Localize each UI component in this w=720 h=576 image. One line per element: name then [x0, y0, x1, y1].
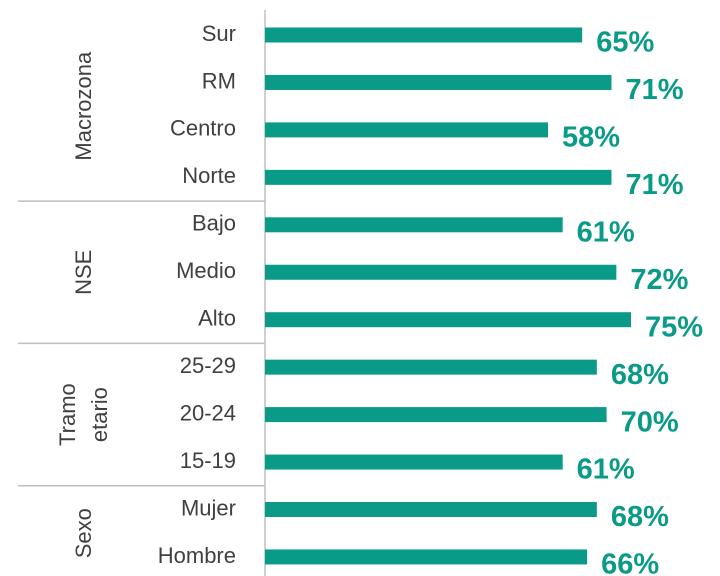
bar [265, 359, 597, 375]
bar [265, 502, 597, 517]
value-label: 65% [596, 27, 654, 59]
bar [265, 264, 617, 280]
group-label: Tramo [55, 383, 80, 446]
value-label: 66% [601, 549, 659, 576]
bar [265, 169, 612, 185]
bar [265, 549, 588, 565]
bar [265, 454, 563, 470]
value-label: 61% [577, 216, 635, 248]
value-label: 58% [562, 122, 620, 154]
bar [265, 122, 549, 138]
category-label: Bajo [192, 211, 236, 236]
group-label: Sexo [71, 508, 96, 558]
value-label: 61% [577, 454, 635, 486]
group-label: etario [87, 387, 112, 442]
value-label: 72% [630, 264, 688, 296]
bar [265, 217, 563, 233]
category-label: Sur [202, 21, 236, 46]
value-label: 68% [611, 501, 669, 533]
bar [265, 407, 607, 423]
bar [265, 74, 612, 90]
bar [265, 27, 583, 43]
group-label: NSE [71, 250, 96, 295]
category-label: Centro [170, 116, 236, 141]
category-label: Alto [198, 306, 236, 331]
category-label: 15-19 [180, 448, 236, 473]
category-label: RM [202, 68, 236, 93]
value-label: 71% [625, 74, 683, 106]
category-label: Mujer [181, 495, 236, 520]
category-label: Medio [176, 258, 236, 283]
category-label: 20-24 [180, 400, 236, 425]
bar [265, 312, 631, 328]
category-label: Norte [182, 163, 236, 188]
category-label: Hombre [158, 543, 236, 568]
value-label: 75% [645, 311, 703, 343]
value-label: 70% [621, 406, 679, 438]
group-label: Macrozona [71, 51, 96, 161]
value-label: 71% [625, 169, 683, 201]
value-label: 68% [611, 359, 669, 391]
category-label: 25-29 [180, 353, 236, 378]
